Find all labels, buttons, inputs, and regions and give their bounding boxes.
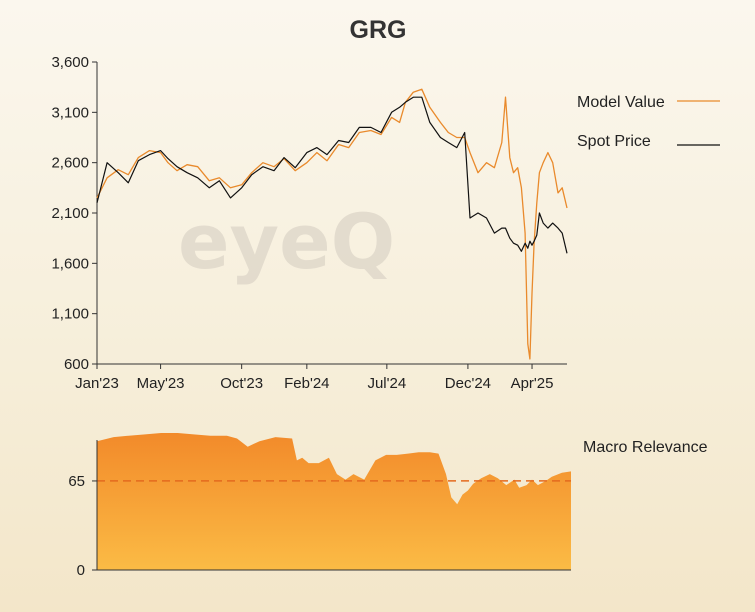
x-tick-label: Apr'25 [511, 375, 554, 392]
series-lines [96, 88, 568, 360]
macro-relevance-area [97, 433, 571, 570]
legend-label-model-value: Model Value [577, 94, 665, 111]
y-tick-labels: 3,600 3,100 2,600 2,100 1,600 1,100 600 [51, 54, 97, 373]
chart-title: GRG [350, 16, 407, 44]
y-tick-label: 2,100 [51, 205, 89, 222]
y-tick-label: 1,600 [51, 255, 89, 272]
y-tick-label: 1,100 [51, 306, 89, 323]
macro-y-tick-label: 65 [68, 473, 85, 490]
watermark-logo: eyeQ [178, 197, 395, 286]
legend: Model Value Spot Price [577, 94, 720, 150]
x-tick-label: Jul'24 [367, 375, 406, 392]
x-tick-label: Feb'24 [284, 375, 329, 392]
x-tick-label: Dec'24 [445, 375, 491, 392]
macro-area-fill [97, 433, 571, 570]
legend-label-spot-price: Spot Price [577, 133, 651, 150]
y-tick-label: 3,100 [51, 104, 89, 121]
macro-axes [96, 440, 571, 571]
y-tick-label: 3,600 [51, 54, 89, 71]
x-tick-label: May'23 [137, 375, 185, 392]
x-tick-labels: Jan'23 May'23 Oct'23 Feb'24 Jul'24 Dec'24 Apr'… [75, 364, 553, 392]
series-line-spot-price [96, 96, 568, 254]
macro-y-tick-label: 0 [77, 562, 85, 579]
y-tick-label: 2,600 [51, 155, 89, 172]
x-tick-label: Jan'23 [75, 375, 119, 392]
x-tick-label: Oct'23 [220, 375, 263, 392]
y-tick-label: 600 [64, 356, 89, 373]
macro-y-tick-labels: 65 0 [68, 473, 97, 579]
legend-label-macro-relevance: Macro Relevance [583, 439, 708, 456]
